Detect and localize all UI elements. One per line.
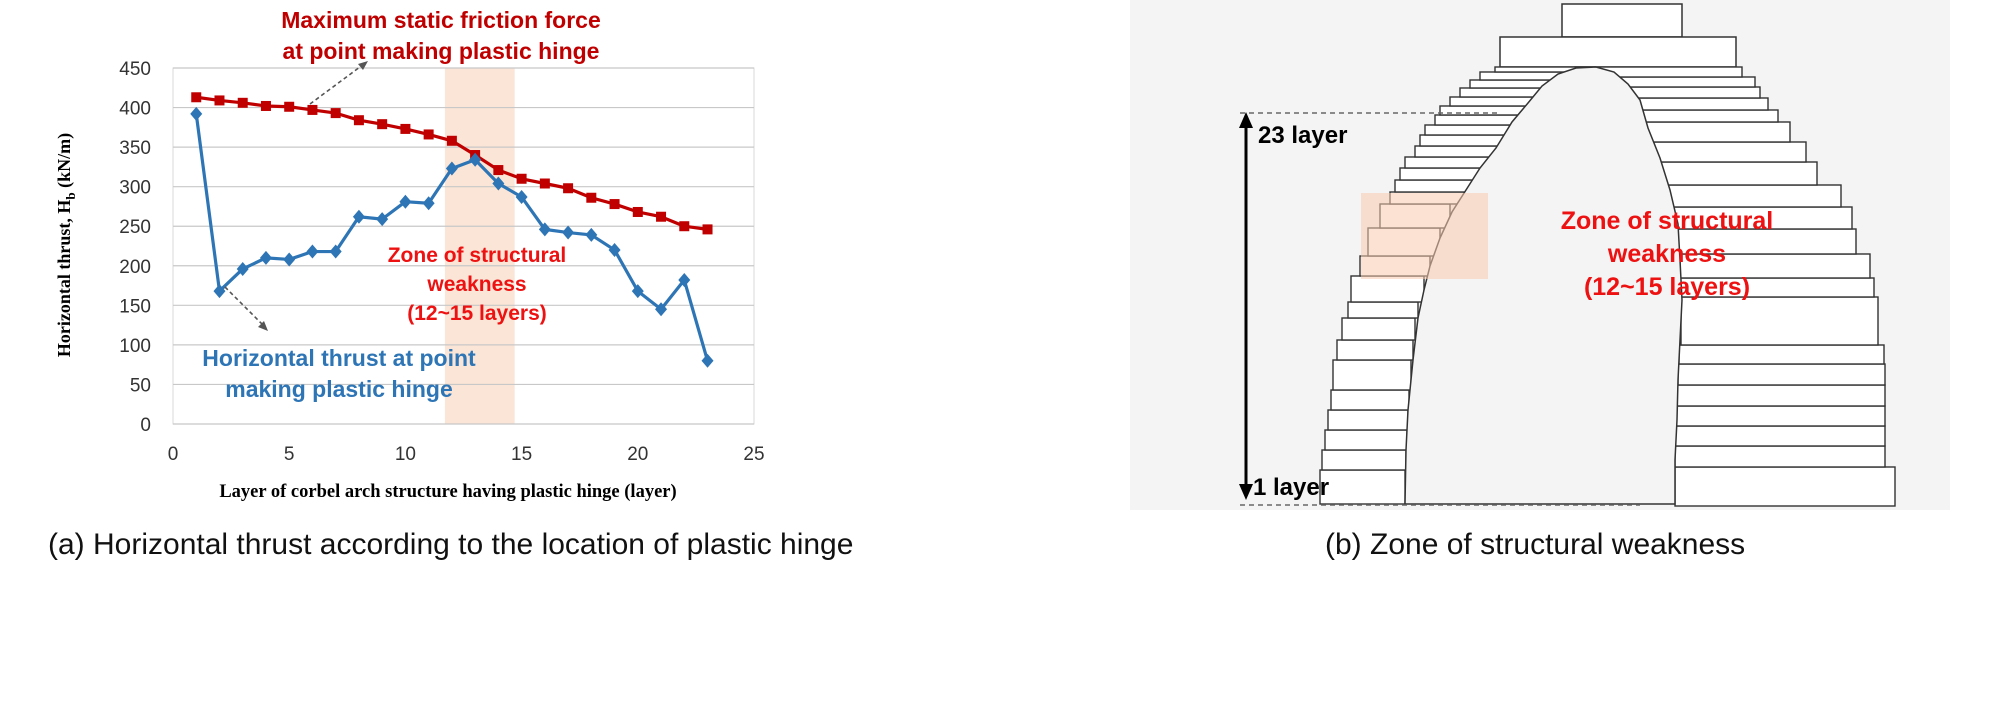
x-tick-labels: 0 5 10 15 20 25: [168, 444, 765, 465]
y-tick-label: 350: [119, 138, 151, 159]
arch-cap-block: [1561, 3, 1683, 38]
data-point: [399, 194, 412, 209]
data-point: [191, 92, 202, 103]
zone-label-line1: Zone of structural: [388, 244, 567, 267]
dimension-arrow-down: [1239, 484, 1253, 500]
y-tick-label: 0: [140, 415, 151, 436]
x-axis-title: Layer of corbel arch structure having pl…: [219, 482, 676, 502]
data-point: [631, 284, 644, 299]
zone-label-b-line2: weakness: [1607, 240, 1726, 268]
caption-b: (b) Zone of structural weakness: [1325, 528, 1746, 561]
data-point: [446, 135, 457, 146]
data-point: [516, 173, 527, 184]
data-point: [353, 115, 364, 126]
zone-label-b-line1: Zone of structural: [1561, 207, 1774, 235]
data-point: [213, 284, 226, 299]
data-point: [563, 183, 574, 194]
data-point: [377, 119, 388, 130]
y-tick-label: 400: [119, 99, 151, 120]
y-tick-labels: 0 50 100 150 200 250 300 350 400 450: [119, 59, 151, 436]
data-series: [190, 92, 714, 368]
data-point: [423, 129, 434, 140]
blue-annotation-arrowhead: [258, 321, 268, 331]
data-point: [376, 212, 389, 227]
y-tick-label: 100: [119, 336, 151, 357]
data-point: [260, 100, 271, 111]
data-point: [283, 252, 296, 267]
data-point: [655, 302, 668, 317]
x-tick-label: 25: [743, 444, 764, 465]
label-1-layer: 1 layer: [1253, 474, 1329, 501]
arch-diagram: 23 layer 1 layer Zone of structural weak…: [1130, 0, 1950, 510]
data-point: [585, 227, 598, 242]
weakness-zone-band: [444, 68, 515, 424]
friction-force-series: [191, 92, 713, 235]
data-point: [562, 225, 575, 240]
data-point: [493, 165, 504, 176]
arch-cap-block: [1499, 36, 1737, 68]
data-point: [515, 189, 528, 204]
red-series-annotation-line1: Maximum static friction force: [281, 7, 601, 33]
data-point: [329, 244, 342, 259]
y-tick-label: 450: [119, 59, 151, 80]
data-point: [307, 104, 318, 115]
data-point: [400, 123, 411, 134]
y-tick-label: 300: [119, 178, 151, 199]
horizontal-thrust-series: [190, 106, 714, 368]
zone-label-line3: (12~15 layers): [407, 302, 547, 325]
red-series-annotation-line2: at point making plastic hinge: [283, 38, 600, 64]
dimension-arrow-up: [1239, 112, 1253, 128]
data-point: [608, 242, 621, 257]
data-point: [702, 224, 713, 235]
data-point: [586, 192, 597, 203]
label-23-layer: 23 layer: [1258, 122, 1347, 149]
red-annotation-arrowhead: [358, 61, 368, 70]
y-tick-label: 150: [119, 296, 151, 317]
x-tick-label: 20: [627, 444, 648, 465]
data-point: [539, 178, 550, 189]
thrust-chart: 0 50 100 150 200 250 300 350 400 450 0 5 10 15 20 25 L…: [54, 7, 765, 502]
data-point: [330, 108, 341, 119]
y-tick-label: 200: [119, 257, 151, 278]
data-point: [214, 95, 225, 106]
zone-label-b-line3: (12~15 layers): [1584, 273, 1750, 301]
data-point: [701, 353, 714, 368]
data-point: [492, 176, 505, 191]
data-point: [469, 152, 482, 167]
blue-series-annotation-line2: making plastic hinge: [225, 376, 453, 402]
data-point: [632, 206, 643, 217]
red-annotation-arrow: [309, 63, 365, 105]
panel-a: 0 50 100 150 200 250 300 350 400 450 0 5 10 15 20 25 L…: [48, 7, 854, 561]
data-point: [352, 209, 365, 224]
data-point: [236, 261, 249, 276]
data-point: [678, 273, 691, 288]
arch-opening: [1404, 66, 1683, 505]
x-tick-label: 5: [284, 444, 295, 465]
data-point: [656, 211, 667, 222]
caption-a: (a) Horizontal thrust according to the l…: [48, 528, 854, 561]
data-point: [237, 97, 248, 108]
panel-b: 23 layer 1 layer Zone of structural weak…: [1080, 0, 2008, 720]
data-point: [306, 244, 319, 259]
blue-series-annotation-line1: Horizontal thrust at point: [202, 345, 476, 371]
data-point: [445, 161, 458, 176]
x-tick-label: 0: [168, 444, 179, 465]
data-point: [259, 250, 272, 265]
data-point: [679, 221, 690, 232]
data-point: [190, 106, 203, 121]
data-point: [422, 196, 435, 211]
y-tick-label: 250: [119, 217, 151, 238]
weakness-zone-highlight: [1361, 193, 1488, 279]
y-axis-title: Horizontal thrust, Hb (kN/m): [54, 133, 78, 357]
arch-right-blocks: [1574, 66, 1896, 507]
x-tick-label: 10: [395, 444, 416, 465]
y-tick-label: 50: [130, 375, 151, 396]
data-point: [538, 222, 551, 237]
data-point: [284, 101, 295, 112]
x-tick-label: 15: [511, 444, 532, 465]
data-point: [609, 199, 620, 210]
blue-annotation-arrow: [224, 286, 265, 327]
zone-label-line2: weakness: [426, 273, 526, 296]
